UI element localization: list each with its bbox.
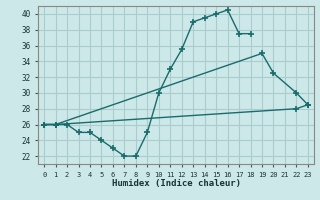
- X-axis label: Humidex (Indice chaleur): Humidex (Indice chaleur): [111, 179, 241, 188]
